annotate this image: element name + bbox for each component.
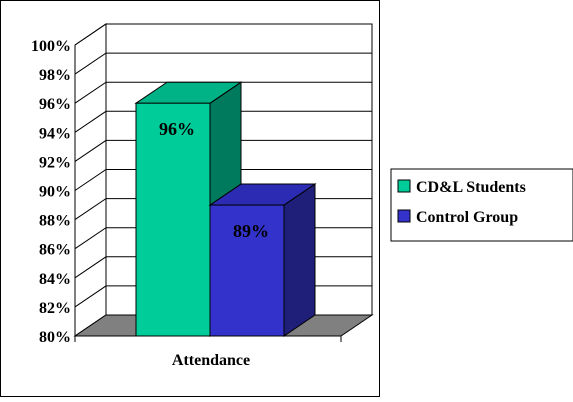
bars xyxy=(134,81,317,337)
x-axis-label: Attendance xyxy=(172,352,250,369)
data-label: 96% xyxy=(159,119,195,139)
gridline xyxy=(74,110,372,133)
y-tick-label: 98% xyxy=(39,67,71,84)
y-tick-labels: 80% 82% 84% 86% 88% 90% 92% 94% 96% 98% 100% xyxy=(31,38,71,346)
bar-cdl-students xyxy=(135,102,211,337)
y-tick-label: 100% xyxy=(31,38,71,55)
gridline xyxy=(74,169,372,191)
legend-swatch xyxy=(397,179,411,193)
legend-label: CD&L Students xyxy=(416,179,526,196)
gridline xyxy=(74,23,372,46)
gridline xyxy=(74,81,372,104)
y-tick-label: 88% xyxy=(39,213,71,230)
gridline xyxy=(74,139,372,162)
axes xyxy=(74,45,342,342)
legend-swatch xyxy=(397,209,411,223)
data-labels: 96% 89% xyxy=(159,119,269,241)
y-tick-label: 84% xyxy=(39,271,71,288)
y-tick-label: 94% xyxy=(39,125,71,142)
legend: CD&L Students Control Group xyxy=(390,168,573,242)
y-tick-label: 96% xyxy=(39,96,71,113)
y-tick-label: 80% xyxy=(39,329,71,346)
y-tick-label: 90% xyxy=(39,184,71,201)
gridline xyxy=(74,52,372,75)
data-label: 89% xyxy=(233,221,269,241)
legend-box xyxy=(390,168,573,242)
bar-side xyxy=(283,183,316,337)
y-tick-label: 92% xyxy=(39,154,71,171)
legend-label: Control Group xyxy=(416,209,518,226)
y-tick-label: 82% xyxy=(39,300,71,317)
y-tick-label: 86% xyxy=(39,242,71,259)
bar-control-group xyxy=(209,204,285,337)
